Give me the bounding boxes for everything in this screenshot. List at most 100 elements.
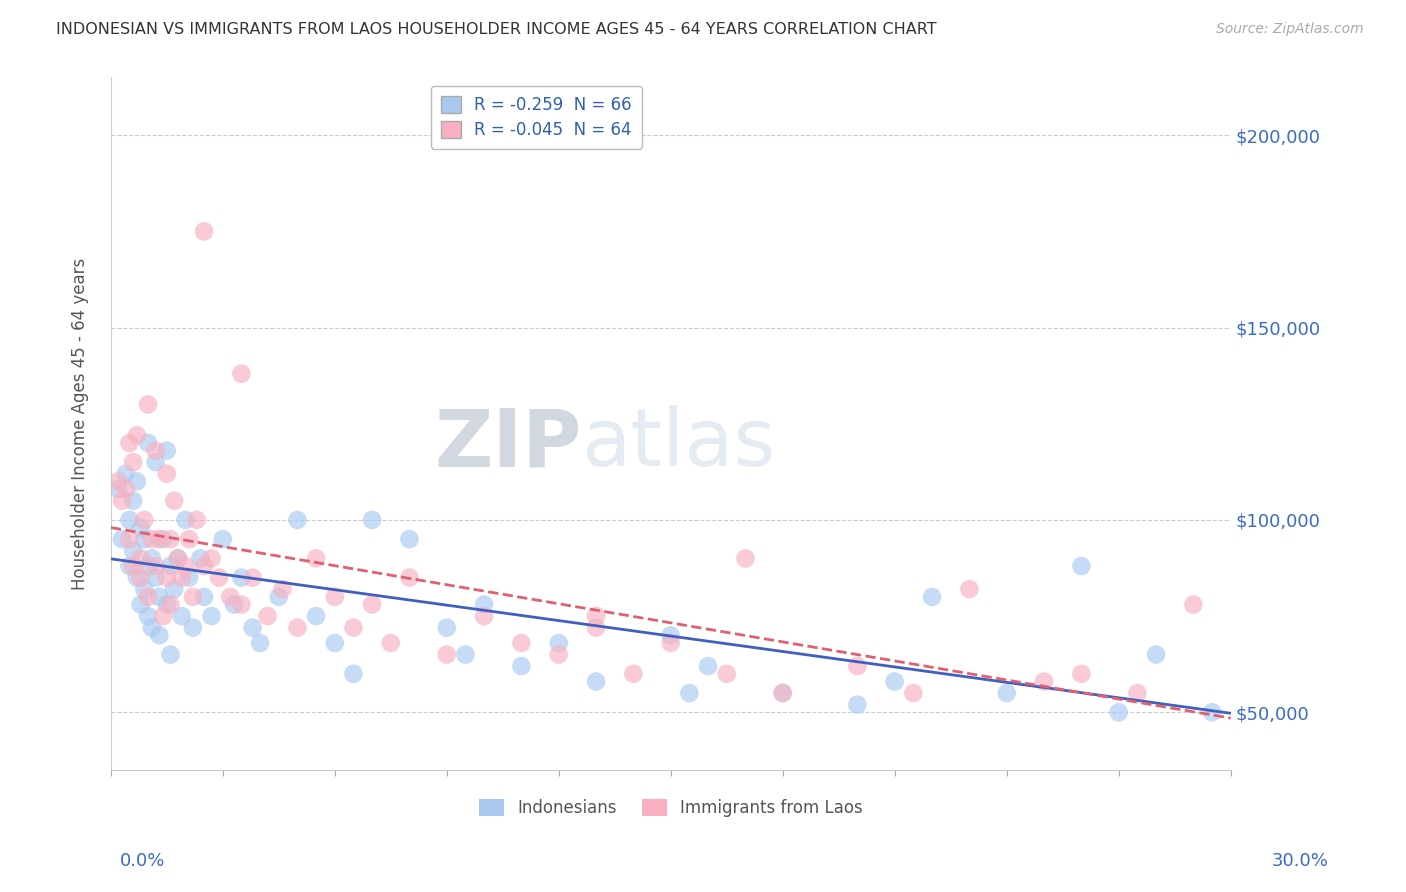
- Text: Source: ZipAtlas.com: Source: ZipAtlas.com: [1216, 22, 1364, 37]
- Point: [159, 648, 181, 662]
- Point: [659, 636, 682, 650]
- Point: [211, 532, 233, 546]
- Point: [118, 513, 141, 527]
- Point: [145, 571, 167, 585]
- Point: [118, 559, 141, 574]
- Point: [659, 628, 682, 642]
- Point: [256, 609, 278, 624]
- Point: [156, 443, 179, 458]
- Point: [141, 551, 163, 566]
- Text: INDONESIAN VS IMMIGRANTS FROM LAOS HOUSEHOLDER INCOME AGES 45 - 64 YEARS CORRELA: INDONESIAN VS IMMIGRANTS FROM LAOS HOUSE…: [56, 22, 936, 37]
- Point: [1108, 706, 1130, 720]
- Point: [342, 621, 364, 635]
- Point: [1070, 559, 1092, 574]
- Point: [122, 559, 145, 574]
- Point: [585, 609, 607, 624]
- Point: [152, 532, 174, 546]
- Point: [436, 621, 458, 635]
- Point: [156, 467, 179, 481]
- Point: [846, 659, 869, 673]
- Point: [1201, 706, 1223, 720]
- Point: [141, 532, 163, 546]
- Point: [342, 666, 364, 681]
- Point: [200, 609, 222, 624]
- Point: [129, 571, 152, 585]
- Point: [170, 609, 193, 624]
- Point: [174, 513, 197, 527]
- Point: [678, 686, 700, 700]
- Point: [323, 590, 346, 604]
- Point: [186, 513, 208, 527]
- Point: [361, 598, 384, 612]
- Text: ZIP: ZIP: [434, 406, 581, 483]
- Point: [159, 598, 181, 612]
- Point: [170, 571, 193, 585]
- Point: [114, 482, 136, 496]
- Point: [136, 609, 159, 624]
- Point: [287, 621, 309, 635]
- Point: [122, 543, 145, 558]
- Point: [136, 397, 159, 411]
- Point: [129, 598, 152, 612]
- Point: [163, 493, 186, 508]
- Point: [179, 532, 201, 546]
- Point: [156, 598, 179, 612]
- Point: [883, 674, 905, 689]
- Point: [145, 455, 167, 469]
- Point: [118, 436, 141, 450]
- Point: [585, 621, 607, 635]
- Point: [193, 559, 215, 574]
- Point: [472, 598, 495, 612]
- Point: [114, 467, 136, 481]
- Point: [510, 636, 533, 650]
- Text: 0.0%: 0.0%: [120, 852, 165, 870]
- Point: [242, 571, 264, 585]
- Point: [136, 559, 159, 574]
- Point: [118, 532, 141, 546]
- Text: 30.0%: 30.0%: [1272, 852, 1329, 870]
- Point: [231, 367, 253, 381]
- Point: [111, 532, 134, 546]
- Point: [398, 532, 420, 546]
- Point: [190, 551, 212, 566]
- Point: [380, 636, 402, 650]
- Point: [145, 559, 167, 574]
- Point: [219, 590, 242, 604]
- Point: [305, 609, 328, 624]
- Point: [271, 582, 294, 596]
- Point: [156, 571, 179, 585]
- Point: [323, 636, 346, 650]
- Point: [734, 551, 756, 566]
- Point: [163, 582, 186, 596]
- Point: [193, 590, 215, 604]
- Point: [167, 551, 190, 566]
- Point: [125, 571, 148, 585]
- Point: [208, 571, 231, 585]
- Point: [125, 475, 148, 489]
- Point: [716, 666, 738, 681]
- Point: [1126, 686, 1149, 700]
- Point: [174, 559, 197, 574]
- Y-axis label: Householder Income Ages 45 - 64 years: Householder Income Ages 45 - 64 years: [72, 258, 89, 590]
- Point: [772, 686, 794, 700]
- Point: [454, 648, 477, 662]
- Point: [136, 590, 159, 604]
- Point: [436, 648, 458, 662]
- Point: [472, 609, 495, 624]
- Point: [134, 582, 156, 596]
- Point: [231, 571, 253, 585]
- Point: [200, 551, 222, 566]
- Text: atlas: atlas: [581, 406, 776, 483]
- Point: [107, 475, 129, 489]
- Point: [159, 532, 181, 546]
- Point: [159, 559, 181, 574]
- Point: [148, 532, 170, 546]
- Point: [957, 582, 980, 596]
- Point: [145, 443, 167, 458]
- Point: [921, 590, 943, 604]
- Point: [231, 598, 253, 612]
- Point: [287, 513, 309, 527]
- Point: [249, 636, 271, 650]
- Point: [398, 571, 420, 585]
- Point: [305, 551, 328, 566]
